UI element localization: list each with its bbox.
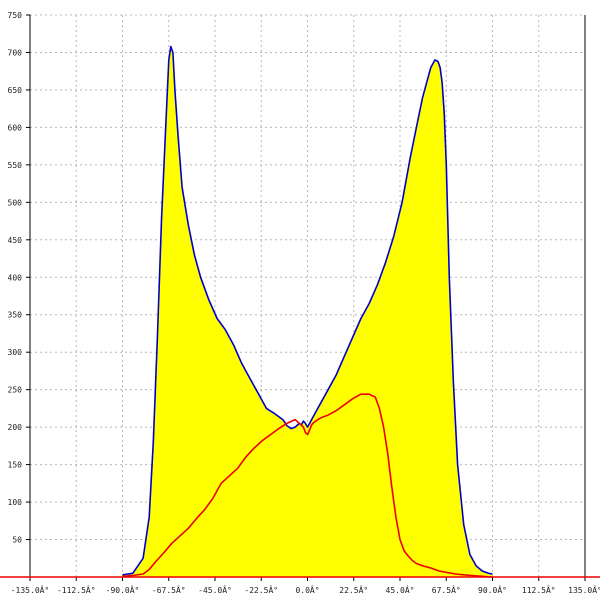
x-tick-label: 90.0Â° xyxy=(478,584,507,595)
x-tick-label: 45.0Â° xyxy=(386,584,415,595)
y-tick-label: 600 xyxy=(8,123,23,132)
y-tick-label: 150 xyxy=(8,461,23,470)
y-tick-label: 200 xyxy=(8,423,23,432)
y-tick-label: 450 xyxy=(8,236,23,245)
series-1-line xyxy=(122,393,493,578)
series-0-line xyxy=(122,45,493,576)
x-tick-label: -67.5Â° xyxy=(152,584,186,595)
series-0-area xyxy=(122,46,493,577)
y-axis-ticks: 50 100 150 200 250 300 350 400 450 500 550 600 650 70… xyxy=(8,11,23,545)
x-tick-label: 135.0Â° xyxy=(568,584,600,595)
x-tick-label: -22.5Â° xyxy=(244,584,278,595)
y-tick-label: 750 xyxy=(8,11,23,20)
axes xyxy=(0,14,600,581)
y-tick-label: 250 xyxy=(8,386,23,395)
x-tick-label: -45.0Â° xyxy=(198,584,232,595)
x-tick-label: 0.0Â° xyxy=(295,584,319,595)
y-tick-label: 300 xyxy=(8,348,23,357)
y-tick-label: 550 xyxy=(8,161,23,170)
y-tick-label: 700 xyxy=(8,48,23,57)
x-tick-label: -90.0Â° xyxy=(106,584,140,595)
x-tick-label: 112.5Â° xyxy=(522,584,556,595)
y-tick-label: 400 xyxy=(8,273,23,282)
y-tick-label: 100 xyxy=(8,498,23,507)
x-tick-label: -135.0Â° xyxy=(11,584,50,595)
x-tick-label: -112.5Â° xyxy=(57,584,96,595)
series-layer xyxy=(122,45,493,578)
y-tick-label: 650 xyxy=(8,86,23,95)
x-tick-label: 22.5Â° xyxy=(339,584,368,595)
y-tick-label: 50 xyxy=(12,536,22,545)
y-tick-label: 500 xyxy=(8,198,23,207)
y-tick-label: 350 xyxy=(8,311,23,320)
x-axis-ticks: -135.0Â° -112.5Â° -90.0Â° -67.5Â° -45.0Â° -22… xyxy=(11,584,600,595)
x-tick-label: 67.5Â° xyxy=(432,584,461,595)
